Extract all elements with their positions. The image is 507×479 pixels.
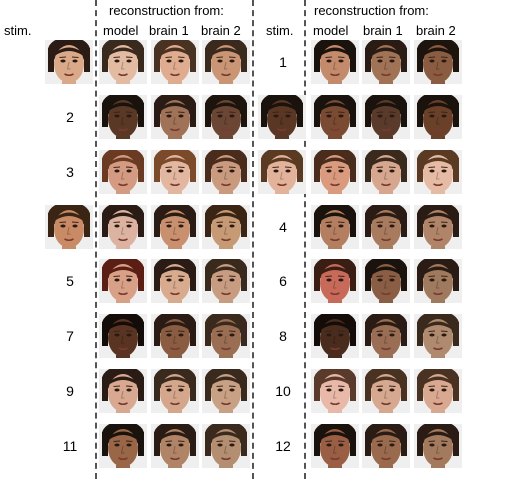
right-row6-model-face (311, 314, 359, 358)
right-row1-model-face (311, 40, 359, 84)
left-row3-stim-label: 3 (66, 164, 74, 180)
left-row6-brain1-face (151, 314, 199, 358)
left-row3-brain1-face (151, 150, 199, 194)
right-row3-model-face (311, 150, 359, 194)
right-row2-stim-face (258, 95, 306, 139)
right-row2-model-face (311, 95, 359, 139)
left-row7-brain2-face (202, 369, 250, 413)
right-divider (304, 0, 306, 479)
right-row7-model-face (311, 369, 359, 413)
left-row8-brain1-face (151, 424, 199, 468)
left-col-header-model: model (103, 23, 139, 38)
left-stim-header: stim. (4, 23, 32, 38)
left-row5-stim-label: 5 (66, 273, 74, 289)
left-row2-stim-label: 2 (66, 109, 74, 125)
right-row1-brain2-face (414, 40, 462, 84)
left-row2-brain1-face (151, 95, 199, 139)
left-row6-model-face (99, 314, 147, 358)
right-row5-brain2-face (414, 259, 462, 303)
left-row4-stim-face (45, 205, 93, 249)
left-row1-brain1-face (151, 40, 199, 84)
right-row2-brain2-face (414, 95, 462, 139)
left-row1-stim-face (45, 40, 93, 84)
left-row7-stim-label: 9 (66, 383, 74, 399)
right-row3-brain1-face (362, 150, 410, 194)
right-row8-stim-label: 12 (275, 438, 291, 454)
right-row7-brain2-face (414, 369, 462, 413)
left-row5-brain1-face (151, 259, 199, 303)
right-row8-brain1-face (362, 424, 410, 468)
right-row4-model-face (311, 205, 359, 249)
left-row7-model-face (99, 369, 147, 413)
left-row3-brain2-face (202, 150, 250, 194)
left-row4-brain1-face (151, 205, 199, 249)
left-recon-header: reconstruction from: (109, 3, 224, 18)
left-row5-brain2-face (202, 259, 250, 303)
right-row1-brain1-face (362, 40, 410, 84)
right-row3-brain2-face (414, 150, 462, 194)
right-row3-stim-face (258, 150, 306, 194)
left-row4-brain2-face (202, 205, 250, 249)
right-row5-stim-label: 6 (279, 273, 287, 289)
right-row6-stim-label: 8 (279, 328, 287, 344)
right-row8-brain2-face (414, 424, 462, 468)
right-row4-brain1-face (362, 205, 410, 249)
center-divider (252, 0, 254, 479)
right-row8-model-face (311, 424, 359, 468)
left-col-header-brain2: brain 2 (201, 23, 241, 38)
right-stim-header: stim. (266, 23, 294, 38)
right-row1-stim-label: 1 (279, 54, 287, 70)
left-row5-model-face (99, 259, 147, 303)
right-col-header-brain2: brain 2 (416, 23, 456, 38)
left-row1-model-face (99, 40, 147, 84)
left-row8-stim-label: 11 (62, 438, 78, 454)
right-row6-brain1-face (362, 314, 410, 358)
right-col-header-brain1: brain 1 (363, 23, 403, 38)
right-row2-brain1-face (362, 95, 410, 139)
right-row7-brain1-face (362, 369, 410, 413)
right-row7-stim-label: 10 (275, 383, 291, 399)
left-row2-brain2-face (202, 95, 250, 139)
left-row3-model-face (99, 150, 147, 194)
right-row5-brain1-face (362, 259, 410, 303)
left-row1-brain2-face (202, 40, 250, 84)
right-row6-brain2-face (414, 314, 462, 358)
right-col-header-model: model (313, 23, 349, 38)
right-row4-stim-label: 4 (279, 219, 287, 235)
left-col-header-brain1: brain 1 (149, 23, 189, 38)
right-row4-brain2-face (414, 205, 462, 249)
left-row8-brain2-face (202, 424, 250, 468)
left-divider (95, 0, 97, 479)
left-row6-stim-label: 7 (66, 328, 74, 344)
left-row2-model-face (99, 95, 147, 139)
left-row7-brain1-face (151, 369, 199, 413)
left-row4-model-face (99, 205, 147, 249)
left-row8-model-face (99, 424, 147, 468)
right-row5-model-face (311, 259, 359, 303)
right-recon-header: reconstruction from: (314, 3, 429, 18)
left-row6-brain2-face (202, 314, 250, 358)
